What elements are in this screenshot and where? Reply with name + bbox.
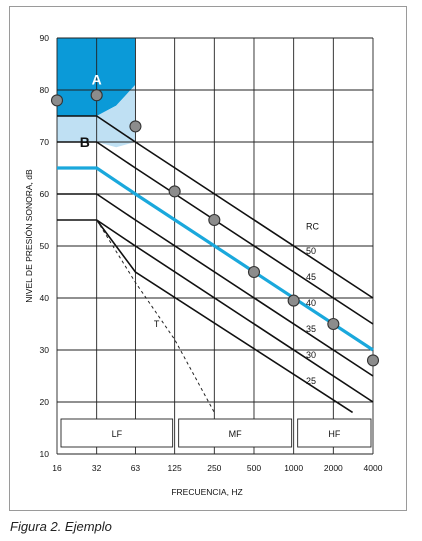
- x-tick-32: 32: [92, 463, 102, 473]
- t-curve-label: T: [154, 319, 160, 329]
- rc-label-30: 30: [306, 350, 316, 360]
- rc-label-40: 40: [306, 298, 316, 308]
- x-tick-2000: 2000: [324, 463, 343, 473]
- region-label-a: A: [92, 72, 102, 88]
- rc-curve-50: [96, 115, 374, 299]
- rc-curve-25: [96, 219, 354, 414]
- band-box-hf: [297, 418, 372, 448]
- y-tick-70: 70: [40, 137, 50, 147]
- y-tick-40: 40: [40, 293, 50, 303]
- bands-layer: LF MF HF: [60, 418, 372, 448]
- rc-curve-35: [96, 193, 374, 377]
- x-tick-250: 250: [207, 463, 221, 473]
- band-box-lf: [60, 418, 174, 448]
- data-point-63: [129, 120, 142, 133]
- rc-label-25: 25: [306, 376, 316, 386]
- data-point-1000: [287, 294, 300, 307]
- y-axis-title: NIVEL DE PRESIÓN SONORA, dB: [24, 169, 34, 303]
- data-point-16: [50, 94, 64, 107]
- band-label-lf: LF: [112, 429, 123, 439]
- band-label-mf: MF: [229, 429, 242, 439]
- data-point-32: [90, 89, 103, 102]
- y-tick-80: 80: [40, 85, 50, 95]
- y-tick-30: 30: [40, 345, 50, 355]
- x-tick-16: 16: [52, 463, 62, 473]
- rc-curve-45: [96, 141, 374, 325]
- figure-frame: A B RC 50 45 40 35 30 25 T LF MF HF 10 20 30 40 50 60 70 8…: [9, 6, 407, 511]
- rc-chart: A B RC 50 45 40 35 30 25 T LF MF HF 10 20 30 40 50 60 70 8…: [24, 33, 383, 497]
- curves-layer: [57, 115, 374, 414]
- data-point-2000: [327, 317, 340, 331]
- t-curve: [96, 219, 215, 413]
- rc-label-45: 45: [306, 272, 316, 282]
- axes-layer: 10 20 30 40 50 60 70 80 90 16 32 63 125 250 500 1000 200…: [24, 33, 383, 497]
- band-box-mf: [178, 418, 293, 448]
- x-tick-125: 125: [168, 463, 182, 473]
- x-axis-title: FRECUENCIA, HZ: [171, 487, 242, 497]
- region-label-b: B: [80, 134, 90, 150]
- labels-layer: A B RC 50 45 40 35 30 25 T: [80, 72, 320, 387]
- y-tick-90: 90: [40, 33, 50, 43]
- rc-title-label: RC: [306, 222, 319, 232]
- data-point-125: [168, 185, 181, 198]
- data-point-250: [208, 213, 221, 227]
- grid-layer: [56, 37, 374, 455]
- x-tick-4000: 4000: [364, 463, 383, 473]
- y-tick-10: 10: [40, 449, 50, 459]
- x-tick-63: 63: [131, 463, 141, 473]
- y-tick-60: 60: [40, 189, 50, 199]
- rc-curve-30: [96, 219, 374, 403]
- x-tick-500: 500: [247, 463, 261, 473]
- y-tick-20: 20: [40, 397, 50, 407]
- points-layer: [50, 89, 380, 367]
- rc-label-35: 35: [306, 324, 316, 334]
- figure-caption: Figura 2. Ejemplo: [10, 519, 112, 534]
- data-point-500: [247, 265, 261, 279]
- rc-label-50: 50: [306, 246, 316, 256]
- band-label-hf: HF: [328, 429, 340, 439]
- x-tick-1000: 1000: [284, 463, 303, 473]
- y-tick-50: 50: [40, 241, 50, 251]
- data-point-4000: [366, 354, 380, 367]
- region-a: [57, 38, 136, 116]
